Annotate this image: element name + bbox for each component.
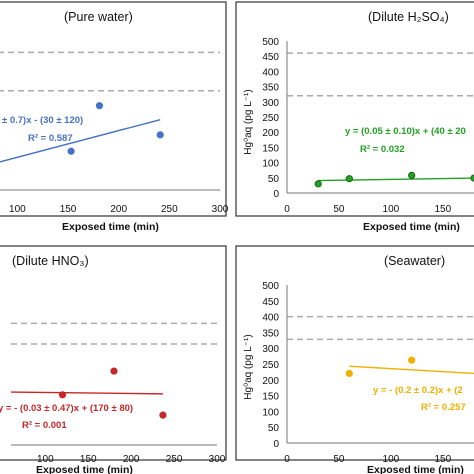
trend-line xyxy=(0,118,161,163)
y-tick-label: 350 xyxy=(262,328,279,339)
y-tick-label: 250 xyxy=(262,113,279,124)
x-tick-label: 200 xyxy=(110,204,127,215)
data-point xyxy=(58,391,67,399)
x-tick-label: 150 xyxy=(60,204,77,215)
panel-title: (Dilute HNO₃) xyxy=(12,254,89,268)
chart-panel-2: 0 50 100 150 200 250 300 350 400 450 500 0 50 100 150 (… xyxy=(235,1,474,233)
fit-equation: ± 0.7)x - (30 ± 120) xyxy=(2,115,83,126)
y-tick-label: 300 xyxy=(262,344,279,355)
y-axis-label: Hg⁰aq (pg L⁻¹) xyxy=(243,334,254,399)
x-tick-label: 50 xyxy=(333,454,345,465)
fit-equation: y = - (0.2 ± 0.2)x + (2 xyxy=(373,385,463,396)
y-tick-label: 400 xyxy=(262,313,279,324)
panel-title: (Dilute H₂SO₄) xyxy=(368,10,449,24)
x-tick-label: 100 xyxy=(383,204,400,215)
trend-line xyxy=(318,177,474,182)
y-tick-label: 300 xyxy=(262,98,279,109)
panel-frame xyxy=(235,1,474,217)
y-tick-label: 100 xyxy=(262,159,279,170)
x-tick-label: 150 xyxy=(434,454,451,465)
y-tick-label: 250 xyxy=(262,360,279,371)
r-squared: R² = 0.032 xyxy=(360,144,405,155)
y-tick-label: 500 xyxy=(262,37,279,48)
x-axis-label: Exposed time (min) xyxy=(62,221,159,233)
data-point xyxy=(314,180,322,188)
data-point xyxy=(345,175,353,183)
y-tick-label: 350 xyxy=(262,83,279,94)
trend-line xyxy=(349,365,474,375)
x-tick-label: 150 xyxy=(80,454,97,465)
data-point xyxy=(159,411,167,419)
y-tick-label: 500 xyxy=(262,281,279,292)
data-point xyxy=(408,171,416,179)
x-tick-label: 50 xyxy=(333,204,345,215)
x-axis-label: Exposed time (min) xyxy=(363,221,460,233)
x-tick-label: 250 xyxy=(166,454,183,465)
x-tick-label: 0 xyxy=(284,204,290,215)
y-tick-label: 450 xyxy=(262,297,279,308)
data-point xyxy=(156,131,164,139)
x-tick-label: 100 xyxy=(37,454,54,465)
chart-panel-4: 0 50 100 150 200 250 300 350 400 450 500 0 50 100 150 (… xyxy=(235,245,474,474)
y-axis-label: Hg⁰aq (pg L⁻¹) xyxy=(243,89,254,154)
x-tick-label: 0 xyxy=(284,454,290,465)
x-tick-label: 100 xyxy=(383,454,400,465)
x-tick-label: 250 xyxy=(161,204,178,215)
y-tick-label: 150 xyxy=(262,392,279,403)
r-squared: R² = 0.257 xyxy=(421,402,466,413)
y-tick-label: 200 xyxy=(262,376,279,387)
y-tick-label: 150 xyxy=(262,143,279,154)
data-point xyxy=(408,356,416,364)
x-tick-label: 150 xyxy=(434,204,451,215)
x-tick-label: 200 xyxy=(123,454,140,465)
r-squared: R² = 0.587 xyxy=(28,133,73,144)
y-tick-label: 450 xyxy=(262,52,279,63)
trend-line xyxy=(10,391,163,395)
chart-panel-1: 100 150 200 250 300 (Pure water) ± 0.7)x - (30… xyxy=(0,1,229,233)
chart-panel-3: 100 150 200 250 300 (Dilute HNO₃) y = - (0.03 … xyxy=(0,245,227,474)
data-point xyxy=(110,367,118,375)
y-tick-label: 50 xyxy=(268,174,280,185)
data-point xyxy=(67,147,75,155)
x-axis-label: Exposed time (min) xyxy=(367,464,464,474)
y-tick-label: 200 xyxy=(262,128,279,139)
r-squared: R² = 0.001 xyxy=(22,420,67,431)
panel-frame xyxy=(0,245,227,461)
y-tick-label: 50 xyxy=(268,423,280,434)
fit-equation: y = (0.05 ± 0.10)x + (40 ± 20 xyxy=(345,126,466,137)
y-tick-label: 100 xyxy=(262,407,279,418)
data-point xyxy=(95,102,104,110)
x-tick-label: 300 xyxy=(209,454,226,465)
y-tick-label: 0 xyxy=(273,439,279,450)
x-axis-label: Exposed time (min) xyxy=(36,464,133,474)
data-point xyxy=(345,369,353,378)
y-tick-label: 0 xyxy=(273,189,279,200)
panel-frame xyxy=(0,1,227,217)
panel-frame xyxy=(235,245,474,461)
x-tick-label: 100 xyxy=(9,204,26,215)
y-tick-label: 400 xyxy=(262,67,279,78)
panel-title: (Seawater) xyxy=(384,254,445,268)
fit-equation: y = - (0.03 ± 0.47)x + (170 ± 80) xyxy=(0,403,133,414)
x-tick-label: 300 xyxy=(212,204,229,215)
panel-title: (Pure water) xyxy=(64,10,133,24)
